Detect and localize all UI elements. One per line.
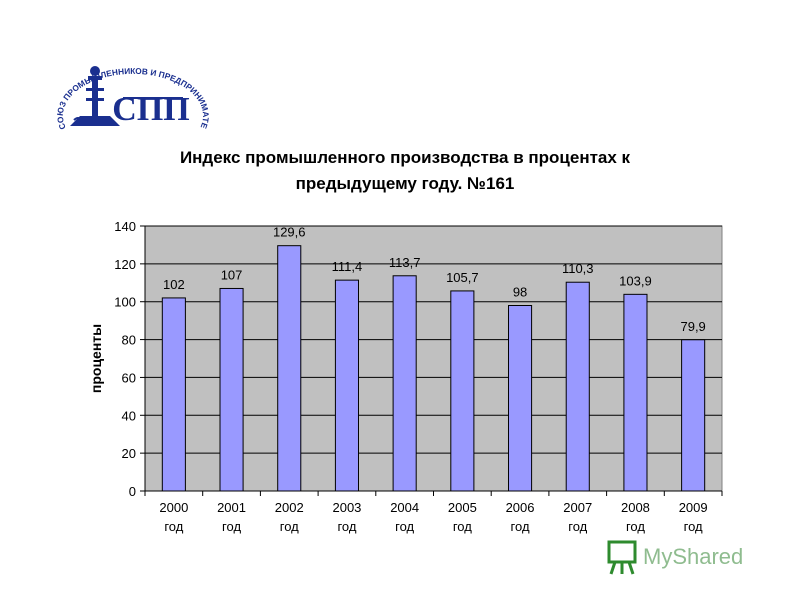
x-tick-label-sub: год [395,519,414,534]
rostral-column-icon [70,66,120,126]
data-label: 102 [163,277,185,292]
x-tick-label: 2007 [563,500,592,515]
x-tick-label: 2009 [679,500,708,515]
bar [161,297,186,492]
bar [623,293,648,492]
spp-logo: СОЮЗ ПРОМЫШЛЕННИКОВ И ПРЕДПРИНИМАТЕЛЕЙ С… [48,40,211,131]
y-tick-label: 40 [122,408,136,423]
bar [219,287,244,492]
data-label: 110,3 [562,261,594,276]
data-label: 129,6 [273,225,306,240]
x-tick-label-sub: год [453,519,472,534]
y-tick-label: 20 [122,446,136,461]
bar [277,245,302,492]
x-tick-label-sub: год [684,519,703,534]
x-tick-label-sub: год [626,519,645,534]
y-tick-label: 140 [114,219,136,234]
bar [565,281,590,492]
x-tick-label: 2001 [217,500,246,515]
y-axis-label: проценты [88,324,104,393]
bar [392,275,417,492]
x-tick-label: 2008 [621,500,650,515]
y-tick-label: 120 [114,257,136,272]
y-tick-label: 0 [129,484,136,499]
chart-title-line-1: Индекс промышленного производства в проц… [179,148,631,167]
presentation-board-icon [607,540,637,575]
x-tick-label-sub: год [511,519,530,534]
bar [681,339,706,492]
bar [450,290,475,492]
x-tick-label-sub: год [337,519,356,534]
myshared-watermark: MyShared [607,540,743,575]
y-tick-label: 60 [122,370,136,385]
y-tick-label: 80 [122,333,136,348]
x-tick-label: 2000 [159,500,188,515]
data-label: 103,9 [619,273,652,288]
chart-title: Индекс промышленного производства в проц… [100,145,710,197]
x-tick-label: 2005 [448,500,477,515]
x-tick-label-sub: год [568,519,587,534]
data-label: 105,7 [446,270,479,285]
y-tick-label: 100 [114,295,136,310]
chart-title-line-2: предыдущему году. №161 [295,174,515,193]
x-tick-label: 2006 [506,500,535,515]
x-tick-label: 2004 [390,500,419,515]
x-tick-label-sub: год [222,519,241,534]
x-tick-label-sub: год [280,519,299,534]
x-tick-label-sub: год [164,519,183,534]
data-label: 111,4 [332,259,363,274]
watermark-text: MyShared [643,544,743,569]
bar [508,305,533,492]
x-tick-label: 2002 [275,500,304,515]
x-tick-label: 2003 [332,500,361,515]
data-label: 113,7 [389,255,421,270]
data-label: 98 [513,285,527,300]
data-label: 79,9 [680,319,705,334]
data-label: 107 [221,267,243,282]
bar [334,279,359,492]
